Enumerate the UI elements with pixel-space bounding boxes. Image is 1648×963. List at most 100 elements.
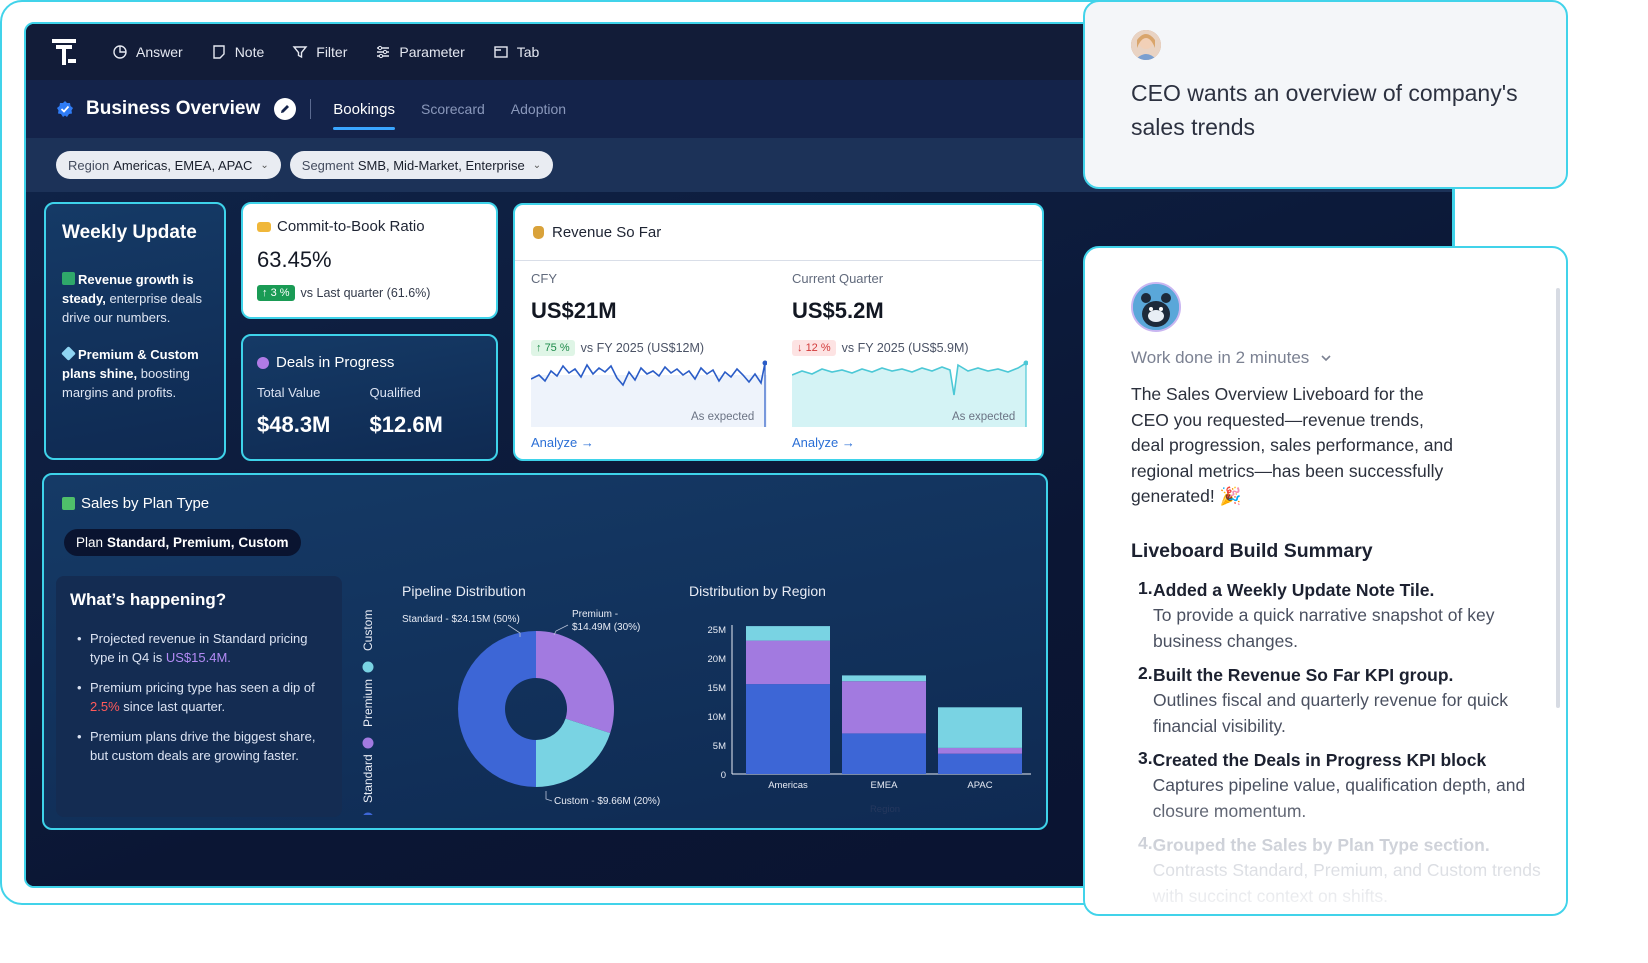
app-logo-icon[interactable] [50,35,84,69]
chevron-down-icon: ⌄ [260,159,269,171]
tab-adoption[interactable]: Adoption [510,101,567,117]
user-avatar [1131,30,1161,60]
bar-emea-custom[interactable] [842,675,926,682]
build-summary-title: Liveboard Build Summary [1131,540,1373,562]
cfy-change-value: 75 % [544,342,570,354]
bar-emea-standard[interactable] [842,733,926,774]
region-filter-chip[interactable]: Region Americas, EMEA, APAC ⌄ [56,151,281,179]
donut-leader-premium [553,624,569,636]
bar-apac-standard[interactable] [938,753,1022,774]
step-description: To provide a quick narrative snapshot of… [1153,605,1495,651]
verified-badge-icon [57,101,73,117]
commit-to-book-title: Commit-to-Book Ratio [277,218,425,235]
cfy-kpi: CFY US$21M ↑ 75 % vs FY 2025 (US$12M) As… [531,271,781,450]
donut-label-premium-name: Premium - [572,609,618,620]
toolbar-filter-button[interactable]: Filter [292,44,347,60]
bar-emea-premium[interactable] [842,681,926,734]
deals-in-progress-tile[interactable]: Deals in Progress Total Value $48.3M Qua… [241,334,498,461]
cfy-comparison-row: ↑ 75 % vs FY 2025 (US$12M) [531,340,781,356]
toolbar-note-button[interactable]: Note [211,44,265,60]
cfy-status-note: As expected [691,411,755,423]
toolbar-note-label: Note [234,44,265,60]
toolbar-answer-label: Answer [136,44,183,60]
total-value-number: $48.3M [257,412,331,437]
revenue-so-far-title: Revenue So Far [552,224,662,241]
build-step: 1. Added a Weekly Update Note Tile. To pr… [1131,578,1541,654]
commit-to-book-header: Commit-to-Book Ratio [257,218,482,235]
insight-item: Premium pricing type has seen a dip of 2… [70,679,328,716]
weekly-update-point-2-rest: boosting margins and profits. [62,366,190,400]
region-bar-chart[interactable]: 0 5M 10M 15M 20M 25M Americas EMEA APAC Region [689,605,1039,817]
insight-1-highlight: US$15.4M. [165,649,231,665]
weekly-update-tile[interactable]: Weekly Update Revenue growth is steady, … [44,202,226,460]
quarter-analyze-link[interactable]: Analyze → [792,435,855,450]
page-title: Business Overview [86,98,261,119]
qualified-label: Qualified [369,385,421,400]
cfy-analyze-link[interactable]: Analyze → [531,435,594,450]
user-message-text: CEO wants an overview of company's sales… [1131,80,1518,140]
commit-to-book-tile[interactable]: Commit-to-Book Ratio 63.45% ↑ 3 % vs Las… [241,202,498,319]
panel-scrollbar[interactable] [1556,288,1560,708]
build-step: 2. Built the Revenue So Far KPI group. Ou… [1131,663,1541,739]
crystal-ball-icon [257,356,269,369]
insight-2-tail: since last quarter. [119,698,226,714]
build-step: 3. Created the Deals in Progress KPI blo… [1131,748,1541,824]
y-tick-label: 5M [713,741,726,752]
chevron-down-icon [1321,355,1331,362]
legend-label-custom: Custom [361,610,375,651]
x-tick-label: EMEA [871,780,899,791]
toolbar-parameter-button[interactable]: Parameter [375,44,465,60]
toolbar-parameter-label: Parameter [399,44,465,60]
insight-item: Projected revenue in Standard pricing ty… [70,630,328,667]
step-description: Outlines fiscal and quarterly revenue fo… [1152,690,1508,736]
weekly-update-point-1: Revenue growth is steady, enterprise dea… [62,270,208,327]
step-number: 4. [1138,833,1153,853]
deals-metrics: Total Value $48.3M Qualified $12.6M [257,385,482,438]
quarter-label: Current Quarter [792,271,884,286]
sales-by-plan-tile[interactable]: Sales by Plan Type Plan Standard, Premiu… [42,473,1048,830]
bar-americas-custom[interactable] [746,626,830,641]
pipeline-donut-chart[interactable]: Standard - $24.15M (50%) Premium - $14.49M… [396,605,676,817]
segment-filter-chip[interactable]: Segment SMB, Mid-Market, Enterprise ⌄ [289,151,554,179]
step-title: Created the Deals in Progress KPI block [1152,750,1487,770]
tab-scorecard[interactable]: Scorecard [420,101,485,117]
step-title: Grouped the Sales by Plan Type section. [1152,835,1490,855]
handshake-icon [257,221,271,232]
weekly-update-point-2: Premium & Custom plans shine, boosting m… [61,345,208,402]
change-value: 3 % [270,287,290,299]
cfy-label: CFY [531,271,557,286]
bar-apac-custom[interactable] [938,707,1022,748]
x-axis-label: Region [870,804,900,815]
donut-label-custom: Custom - $9.66M (20%) [554,796,660,807]
y-tick-label: 20M [708,654,727,665]
y-tick-label: 15M [708,683,727,694]
change-badge: ↑ 3 % [257,285,295,301]
edit-title-button[interactable] [274,98,297,120]
bar-americas-standard[interactable] [746,684,830,774]
work-done-label: Work done in 2 minutes [1131,348,1310,367]
step-title: Built the Revenue So Far KPI group. [1152,665,1454,685]
bar-americas-premium[interactable] [746,640,830,685]
revenue-so-far-tile[interactable]: Revenue So Far CFY US$21M ↑ 75 % vs FY 2… [513,203,1044,461]
pipeline-distribution-title: Pipeline Distribution [402,583,526,599]
agent-response-panel: Work done in 2 minutes The Sales Overvie… [1083,246,1568,916]
sales-by-plan-title: Sales by Plan Type [81,495,210,512]
weekly-update-point-2-bold: Premium & Custom plans shine, [62,347,199,381]
work-done-toggle[interactable]: Work done in 2 minutes [1131,348,1333,368]
puzzle-piece-icon [62,497,75,510]
weekly-update-title: Weekly Update [62,222,197,243]
qualified-metric: Qualified $12.6M [370,385,483,438]
tab-icon [494,46,508,58]
toolbar-tab-button[interactable]: Tab [493,44,540,60]
tab-bookings[interactable]: Bookings [333,95,395,130]
donut-slice-premium[interactable] [536,631,614,734]
toolbar-answer-button[interactable]: Answer [112,44,183,60]
gem-icon [61,346,76,361]
step-title: Added a Weekly Update Note Tile. [1153,580,1435,600]
toolbar-tab-label: Tab [516,44,540,60]
bar-apac-premium[interactable] [938,747,1022,754]
donut-slice-standard[interactable] [458,631,536,787]
donut-slice-custom[interactable] [536,718,611,787]
donut-leader-standard [507,624,521,637]
plan-filter-chip[interactable]: Plan Standard, Premium, Custom [64,529,301,556]
